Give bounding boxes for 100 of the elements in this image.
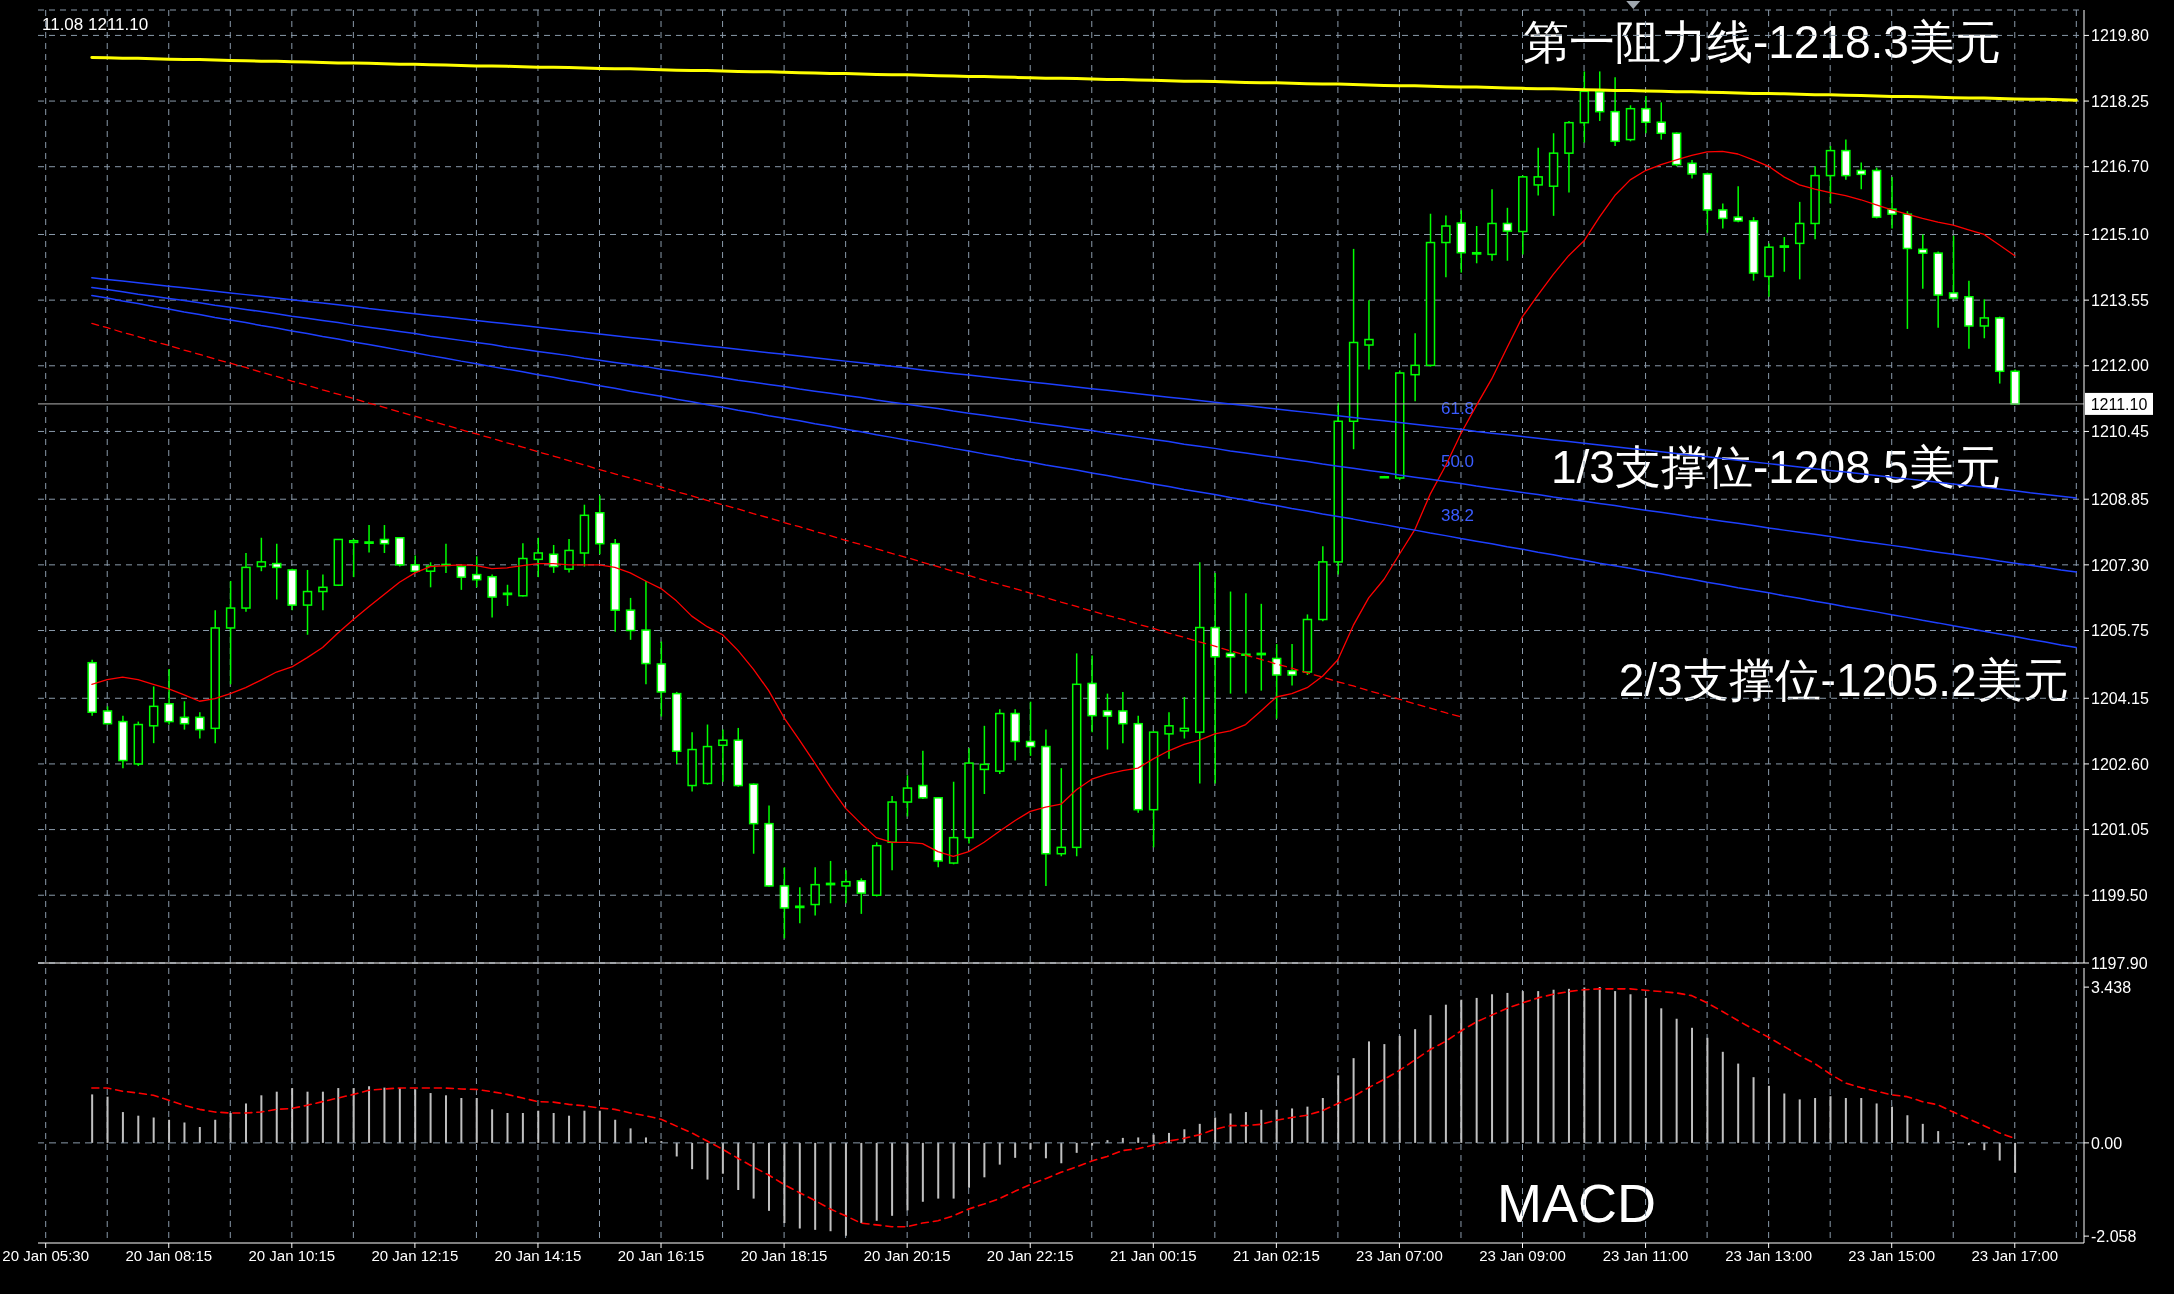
bar [475, 1098, 478, 1143]
y-tick-label: 1197.90 [2091, 954, 2148, 972]
bar [891, 1142, 894, 1216]
bar [1444, 1004, 1447, 1143]
candlestick [225, 580, 236, 686]
bar [1691, 1027, 1694, 1143]
annotation: 61.8 [1440, 398, 1475, 418]
bar [1398, 1035, 1401, 1143]
candlestick [1471, 225, 1482, 265]
candlestick [1641, 95, 1651, 134]
ref-line-label: 1211.10 [2090, 395, 2148, 413]
bar [1998, 1142, 2001, 1161]
bar [1044, 1142, 1047, 1159]
bar [983, 1142, 986, 1178]
candlestick [841, 869, 851, 905]
x-tick-label: 23 Jan 13:00 [1725, 1246, 1813, 1264]
candlestick [318, 573, 328, 611]
bar [152, 1117, 155, 1143]
bar [352, 1088, 355, 1143]
candlestick [1118, 691, 1128, 744]
bar [906, 1142, 909, 1211]
bar [737, 1142, 740, 1190]
candlestick [1887, 176, 1897, 230]
bar [1598, 987, 1601, 1143]
bar [1583, 987, 1586, 1143]
bar [383, 1087, 386, 1143]
bar [1367, 1041, 1370, 1143]
text: MACD [1497, 1173, 1657, 1234]
bar [1644, 997, 1647, 1143]
candlestick [164, 668, 174, 726]
bar [706, 1142, 709, 1180]
bar [491, 1109, 494, 1143]
bar [629, 1128, 632, 1143]
bar [1029, 1142, 1032, 1150]
bar [598, 1110, 601, 1143]
bar [1137, 1137, 1140, 1143]
bar [1629, 994, 1632, 1143]
bar [1937, 1131, 1940, 1143]
candlestick [148, 685, 159, 744]
candlestick [1164, 711, 1174, 760]
candlestick [1856, 161, 1866, 190]
x-tick-label: 20 Jan 08:15 [125, 1246, 213, 1264]
candlestick [1594, 70, 1605, 122]
bar [1906, 1115, 1909, 1143]
y-tick-label: 1202.60 [2091, 755, 2149, 773]
bar [1921, 1123, 1924, 1143]
y-tick-label: 1213.55 [2091, 291, 2149, 309]
line-series [91, 276, 2078, 499]
x-tick-label: 20 Jan 22:15 [986, 1246, 1074, 1264]
x-tick-label: 20 Jan 05:30 [2, 1246, 90, 1264]
candlestick [471, 555, 482, 589]
bar [1321, 1098, 1324, 1143]
bar [968, 1142, 971, 1188]
candlestick [795, 886, 805, 924]
y-tick-label: 1201.05 [2091, 821, 2149, 839]
candlestick [364, 524, 374, 554]
bar [1660, 1008, 1663, 1143]
bar [1752, 1077, 1755, 1143]
candlestick [1687, 159, 1697, 180]
bar [1229, 1113, 1232, 1143]
bar [398, 1088, 401, 1143]
x-tick-label: 20 Jan 10:15 [248, 1246, 336, 1264]
bar [1706, 1037, 1709, 1143]
candlestick [533, 537, 544, 578]
bar [829, 1142, 832, 1232]
x-tick-label: 20 Jan 20:15 [863, 1246, 951, 1264]
x-tick-label: 23 Jan 07:00 [1356, 1246, 1443, 1264]
bar [1014, 1142, 1017, 1158]
candlestick [856, 877, 867, 915]
candlestick [1225, 590, 1236, 695]
bar [921, 1142, 924, 1202]
candlestick [779, 866, 790, 940]
candlestick [1718, 202, 1728, 230]
annotation: 2/3支撑位-1205.2美元 [1618, 653, 2069, 706]
bar [106, 1096, 109, 1143]
candlestick [1733, 185, 1743, 223]
bar [768, 1142, 771, 1211]
bar [1167, 1132, 1170, 1143]
y-tick-label: 1208.85 [2091, 490, 2149, 508]
bar [1060, 1142, 1063, 1164]
y-tick-label: 1216.70 [2091, 158, 2149, 176]
candlestick [1241, 592, 1251, 695]
bar [1337, 1075, 1340, 1143]
x-tick-label: 21 Jan 00:15 [1109, 1246, 1197, 1264]
x-tick-label: 23 Jan 11:00 [1602, 1246, 1689, 1264]
candlestick [456, 564, 467, 591]
candlestick [1779, 236, 1790, 273]
bar [1829, 1096, 1832, 1143]
bar [721, 1142, 724, 1174]
bar [875, 1142, 878, 1221]
candlestick [302, 569, 313, 636]
bar [506, 1112, 509, 1143]
candlestick [195, 711, 205, 740]
candlestick [810, 866, 820, 917]
bar [614, 1119, 617, 1143]
annotation: 11.08 1211.10 [42, 14, 149, 34]
candlestick [625, 597, 636, 641]
y-tick-label: 1204.15 [2091, 689, 2149, 707]
candlestick [902, 774, 913, 818]
x-tick-label: 20 Jan 18:15 [740, 1246, 828, 1264]
